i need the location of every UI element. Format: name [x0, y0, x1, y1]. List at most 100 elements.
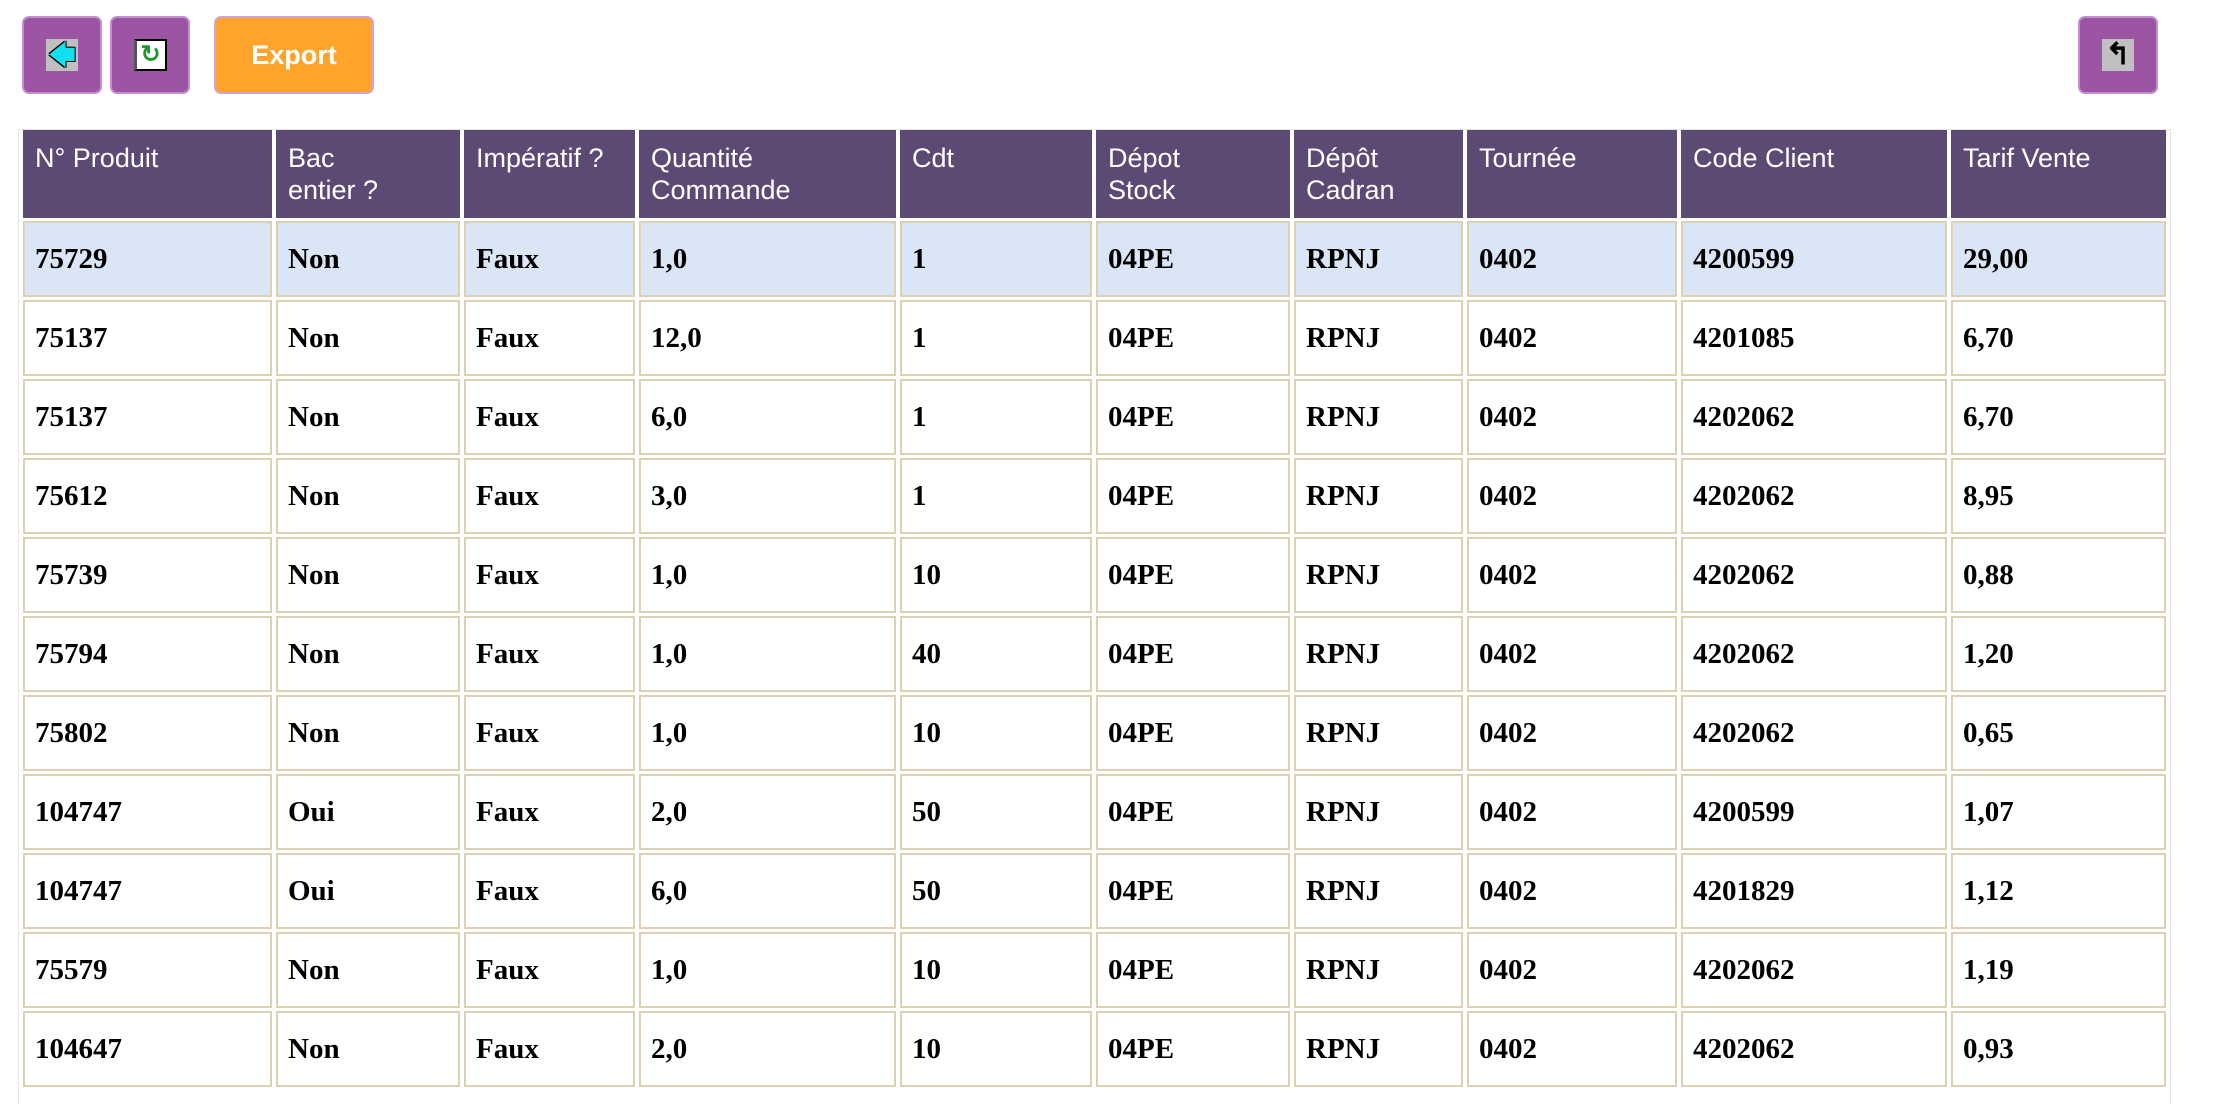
- cell-n-produit: 75729: [23, 221, 272, 297]
- cell-bac-entier: Non: [276, 379, 460, 455]
- cell-code-client: 4200599: [1681, 774, 1947, 850]
- table-row[interactable]: 75794 Non Faux 1,0 40 04PE RPNJ 0402 4202062 1,20: [23, 616, 2166, 692]
- column-header-depot-cadran[interactable]: Dépôt Cadran: [1294, 130, 1463, 218]
- cell-cdt: 10: [900, 537, 1092, 613]
- cell-tournee: 0402: [1467, 1011, 1677, 1087]
- back-button[interactable]: 🡄: [22, 16, 102, 94]
- cell-tarif-vente: 8,95: [1951, 458, 2166, 534]
- column-header-depot-stock[interactable]: Dépot Stock: [1096, 130, 1290, 218]
- refresh-button[interactable]: ↻: [110, 16, 190, 94]
- orders-table: N° Produit Bac entier ? Impératif ? Quantité…: [19, 130, 2170, 1090]
- cell-code-client: 4202062: [1681, 932, 1947, 1008]
- table-row[interactable]: 104747 Oui Faux 2,0 50 04PE RPNJ 0402 4200599 1,0…: [23, 774, 2166, 850]
- cell-depot-stock: 04PE: [1096, 1011, 1290, 1087]
- cell-tarif-vente: 6,70: [1951, 300, 2166, 376]
- table-row[interactable]: 75802 Non Faux 1,0 10 04PE RPNJ 0402 4202062 0,65: [23, 695, 2166, 771]
- table-row[interactable]: 75739 Non Faux 1,0 10 04PE RPNJ 0402 4202062 0,88: [23, 537, 2166, 613]
- column-header-imperatif[interactable]: Impératif ?: [464, 130, 635, 218]
- cell-quantite-commande: 3,0: [639, 458, 896, 534]
- cell-code-client: 4202062: [1681, 616, 1947, 692]
- cell-bac-entier: Non: [276, 458, 460, 534]
- cell-imperatif: Faux: [464, 300, 635, 376]
- cell-depot-cadran: RPNJ: [1294, 853, 1463, 929]
- table-row[interactable]: 104747 Oui Faux 6,0 50 04PE RPNJ 0402 4201829 1,1…: [23, 853, 2166, 929]
- table-row[interactable]: 75612 Non Faux 3,0 1 04PE RPNJ 0402 4202062 8,95: [23, 458, 2166, 534]
- cell-code-client: 4202062: [1681, 458, 1947, 534]
- cell-tournee: 0402: [1467, 853, 1677, 929]
- cell-cdt: 1: [900, 379, 1092, 455]
- cell-bac-entier: Non: [276, 537, 460, 613]
- cell-quantite-commande: 2,0: [639, 1011, 896, 1087]
- cell-n-produit: 104647: [23, 1011, 272, 1087]
- cell-bac-entier: Non: [276, 300, 460, 376]
- table-row[interactable]: 75137 Non Faux 12,0 1 04PE RPNJ 0402 4201085 6,70: [23, 300, 2166, 376]
- cell-depot-stock: 04PE: [1096, 379, 1290, 455]
- column-header-cdt[interactable]: Cdt: [900, 130, 1092, 218]
- export-button[interactable]: Export: [214, 16, 374, 94]
- cell-depot-cadran: RPNJ: [1294, 300, 1463, 376]
- column-header-n-produit[interactable]: N° Produit: [23, 130, 272, 218]
- cell-imperatif: Faux: [464, 458, 635, 534]
- cell-cdt: 50: [900, 853, 1092, 929]
- cell-imperatif: Faux: [464, 537, 635, 613]
- cell-depot-cadran: RPNJ: [1294, 932, 1463, 1008]
- cell-depot-stock: 04PE: [1096, 774, 1290, 850]
- cell-tournee: 0402: [1467, 379, 1677, 455]
- cell-tarif-vente: 1,19: [1951, 932, 2166, 1008]
- cell-depot-cadran: RPNJ: [1294, 774, 1463, 850]
- cell-cdt: 10: [900, 932, 1092, 1008]
- cell-depot-stock: 04PE: [1096, 616, 1290, 692]
- cell-n-produit: 75579: [23, 932, 272, 1008]
- table-row[interactable]: 104647 Non Faux 2,0 10 04PE RPNJ 0402 4202062 0,9…: [23, 1011, 2166, 1087]
- cell-tarif-vente: 1,07: [1951, 774, 2166, 850]
- cell-tournee: 0402: [1467, 695, 1677, 771]
- cell-depot-stock: 04PE: [1096, 537, 1290, 613]
- cell-code-client: 4202062: [1681, 379, 1947, 455]
- cell-imperatif: Faux: [464, 1011, 635, 1087]
- cell-tournee: 0402: [1467, 221, 1677, 297]
- cell-quantite-commande: 12,0: [639, 300, 896, 376]
- table-row[interactable]: 75579 Non Faux 1,0 10 04PE RPNJ 0402 4202062 1,19: [23, 932, 2166, 1008]
- cell-depot-cadran: RPNJ: [1294, 695, 1463, 771]
- cell-imperatif: Faux: [464, 379, 635, 455]
- back-arrow-icon: 🡄: [46, 39, 78, 71]
- cell-tournee: 0402: [1467, 458, 1677, 534]
- cell-tournee: 0402: [1467, 300, 1677, 376]
- cell-n-produit: 75739: [23, 537, 272, 613]
- column-header-quantite-commande[interactable]: Quantité Commande: [639, 130, 896, 218]
- cell-cdt: 1: [900, 300, 1092, 376]
- cell-n-produit: 75794: [23, 616, 272, 692]
- column-header-code-client[interactable]: Code Client: [1681, 130, 1947, 218]
- cell-cdt: 10: [900, 695, 1092, 771]
- table-row[interactable]: 75137 Non Faux 6,0 1 04PE RPNJ 0402 4202062 6,70: [23, 379, 2166, 455]
- cell-cdt: 1: [900, 458, 1092, 534]
- return-button[interactable]: ↰: [2078, 16, 2158, 94]
- cell-bac-entier: Non: [276, 695, 460, 771]
- cell-cdt: 40: [900, 616, 1092, 692]
- column-header-tournee[interactable]: Tournée: [1467, 130, 1677, 218]
- cell-bac-entier: Non: [276, 221, 460, 297]
- cell-n-produit: 75137: [23, 379, 272, 455]
- cell-depot-stock: 04PE: [1096, 932, 1290, 1008]
- cell-tarif-vente: 0,65: [1951, 695, 2166, 771]
- cell-n-produit: 75612: [23, 458, 272, 534]
- cell-imperatif: Faux: [464, 774, 635, 850]
- column-header-tarif-vente[interactable]: Tarif Vente: [1951, 130, 2166, 218]
- cell-imperatif: Faux: [464, 616, 635, 692]
- cell-depot-cadran: RPNJ: [1294, 458, 1463, 534]
- orders-table-container: N° Produit Bac entier ? Impératif ? Quantité…: [18, 129, 2171, 1104]
- column-header-bac-entier[interactable]: Bac entier ?: [276, 130, 460, 218]
- cell-depot-cadran: RPNJ: [1294, 537, 1463, 613]
- cell-quantite-commande: 1,0: [639, 932, 896, 1008]
- cell-code-client: 4202062: [1681, 537, 1947, 613]
- cell-tournee: 0402: [1467, 774, 1677, 850]
- cell-imperatif: Faux: [464, 853, 635, 929]
- table-row[interactable]: 75729 Non Faux 1,0 1 04PE RPNJ 0402 4200599 29,00: [23, 221, 2166, 297]
- cell-quantite-commande: 1,0: [639, 695, 896, 771]
- cell-n-produit: 75137: [23, 300, 272, 376]
- cell-code-client: 4201085: [1681, 300, 1947, 376]
- cell-quantite-commande: 1,0: [639, 537, 896, 613]
- cell-tarif-vente: 29,00: [1951, 221, 2166, 297]
- cell-quantite-commande: 6,0: [639, 853, 896, 929]
- cell-depot-stock: 04PE: [1096, 458, 1290, 534]
